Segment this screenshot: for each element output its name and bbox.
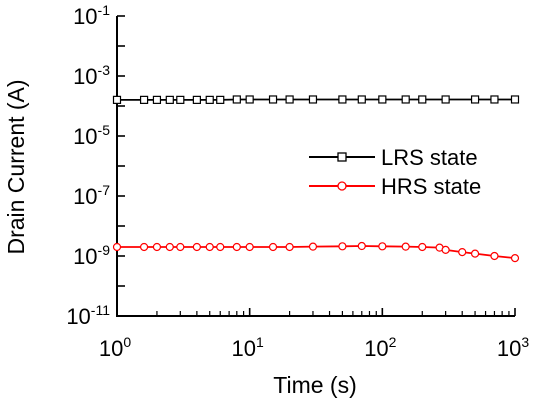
data-point-lrs: [490, 95, 499, 104]
data-point-lrs: [470, 95, 480, 104]
data-point-lrs: [176, 95, 185, 104]
plot-area: 100 101 102 103 10-11 10-9 10-7 10-5 10-3 10-1: [66, 2, 529, 361]
x-tick-label: 101: [232, 334, 264, 361]
data-point-lrs: [338, 95, 347, 104]
data-point-hrs: [285, 242, 294, 252]
data-point-hrs: [441, 245, 450, 254]
data-point-lrs: [285, 95, 294, 104]
data-point-hrs: [216, 242, 225, 252]
y-axis-title: Drain Current (A): [3, 79, 29, 254]
data-point-hrs: [510, 254, 520, 263]
legend-label-lrs: LRS state: [381, 145, 478, 170]
data-point-hrs: [418, 242, 427, 252]
data-point-lrs: [401, 95, 410, 104]
legend: LRS state HRS state: [309, 145, 481, 199]
data-point-hrs: [357, 241, 366, 251]
data-point-lrs: [268, 95, 278, 104]
data-point-lrs: [245, 95, 254, 104]
data-point-hrs: [165, 242, 174, 252]
data-point-lrs: [216, 95, 225, 104]
y-tick-label: 10-1: [73, 2, 110, 29]
data-point-hrs: [176, 242, 185, 252]
data-point-hrs: [232, 242, 241, 252]
data-point-hrs: [378, 242, 387, 251]
data-point-hrs: [458, 247, 467, 257]
x-tick-label: 102: [364, 334, 396, 361]
legend-label-hrs: HRS state: [381, 174, 481, 199]
data-point-lrs: [192, 95, 201, 104]
data-point-hrs: [268, 242, 278, 252]
data-point-hrs: [470, 249, 480, 258]
data-point-lrs: [205, 95, 214, 104]
data-point-lrs: [232, 95, 241, 104]
legend-marker-lrs: [337, 152, 347, 162]
data-point-lrs: [510, 95, 520, 104]
data-point-lrs: [378, 95, 387, 104]
y-tick-label: 10-11: [66, 302, 110, 329]
data-point-hrs: [490, 251, 499, 261]
legend-marker-hrs: [337, 181, 347, 191]
data-point-lrs: [418, 95, 427, 104]
data-point-lrs: [139, 95, 149, 104]
data-point-lrs: [152, 95, 162, 104]
data-point-hrs: [112, 242, 122, 252]
x-tick-label: 103: [497, 334, 529, 361]
data-point-hrs: [192, 242, 201, 252]
data-point-lrs: [112, 95, 122, 104]
y-tick-label: 10-3: [73, 62, 110, 89]
y-tick-label: 10-5: [73, 122, 110, 149]
x-tick-label: 100: [99, 334, 131, 361]
data-point-hrs: [401, 242, 410, 251]
legend-item-lrs: LRS state: [309, 145, 478, 170]
data-point-lrs: [308, 95, 318, 104]
data-point-hrs: [139, 242, 149, 252]
data-point-hrs: [308, 242, 318, 251]
data-point-lrs: [165, 95, 174, 104]
data-point-lrs: [357, 95, 366, 104]
data-point-lrs: [441, 95, 450, 104]
legend-item-hrs: HRS state: [309, 174, 481, 199]
data-point-hrs: [245, 242, 254, 252]
data-point-hrs: [205, 242, 214, 252]
y-tick-label: 10-7: [73, 182, 110, 209]
y-tick-label: 10-9: [73, 242, 110, 269]
x-axis-title: Time (s): [273, 372, 356, 398]
data-point-hrs: [338, 242, 347, 251]
data-point-hrs: [152, 242, 162, 252]
